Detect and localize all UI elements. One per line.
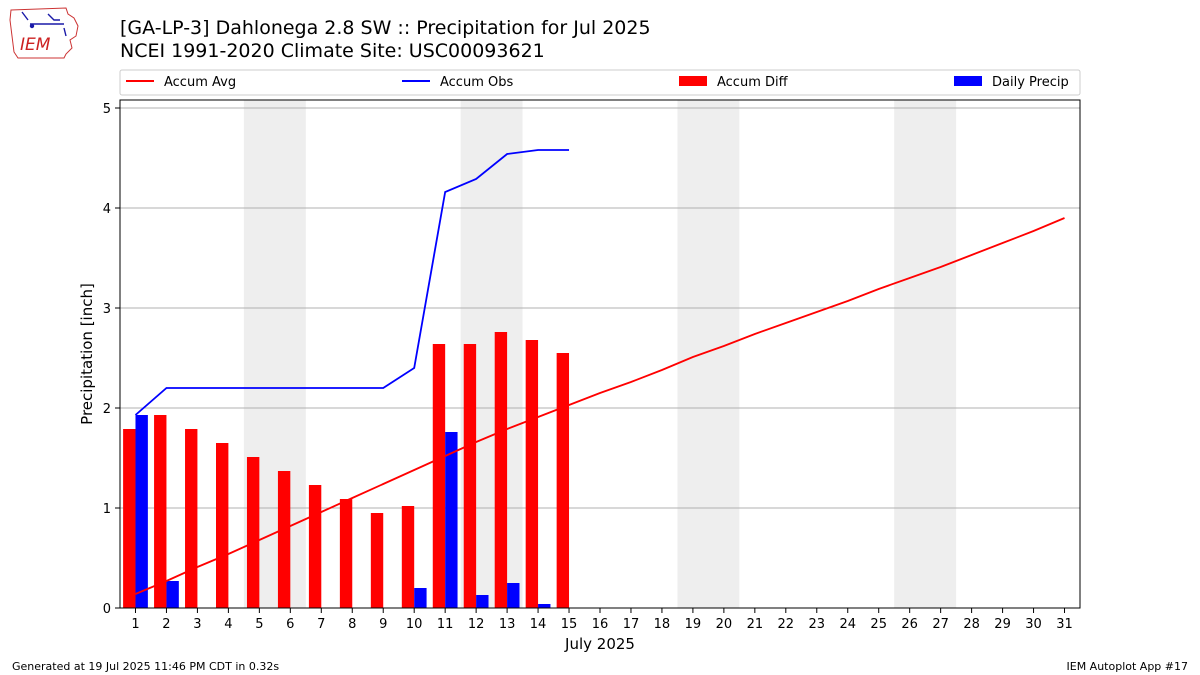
title-line-1: [GA-LP-3] Dahlonega 2.8 SW :: Precipitat… xyxy=(120,17,651,39)
accum-diff-bar xyxy=(308,485,322,608)
x-tick-label: 15 xyxy=(561,617,578,632)
x-tick-label: 13 xyxy=(499,617,516,632)
x-tick-label: 28 xyxy=(963,617,980,632)
x-axis-label: July 2025 xyxy=(564,635,635,653)
y-axis-label: Precipitation [inch] xyxy=(78,283,96,425)
lines xyxy=(134,149,1065,595)
accum-diff-bar xyxy=(401,506,415,608)
accum-obs-line xyxy=(134,149,570,416)
legend-accum-obs: Accum Obs xyxy=(402,75,513,90)
legend-label: Accum Diff xyxy=(717,75,789,90)
station-dot-icon xyxy=(29,23,35,29)
y-tick-label: 2 xyxy=(103,402,111,417)
x-tick-label: 8 xyxy=(348,617,356,632)
daily-precip-bar xyxy=(166,581,179,608)
accum-diff-bar xyxy=(494,332,508,608)
accum-diff-bar xyxy=(339,499,353,608)
daily-precip-bar xyxy=(135,415,148,608)
y-tick-label: 0 xyxy=(103,602,111,617)
daily-precip-bar xyxy=(445,432,458,608)
chart-title: [GA-LP-3] Dahlonega 2.8 SW :: Precipitat… xyxy=(120,17,651,63)
accum-diff-bar xyxy=(277,471,291,608)
legend-label: Daily Precip xyxy=(992,75,1069,90)
x-tick-label: 11 xyxy=(437,617,454,632)
logo-text: IEM xyxy=(20,35,51,55)
daily-precip-bar xyxy=(414,588,427,608)
accum-diff-bar xyxy=(216,443,229,608)
x-axis: 1 2 3 4 5 6 7 8 9 10 11 12 13 14 15 16 17 18 19 20 21 22 23 24 2… xyxy=(131,608,1073,632)
daily-precip-bar xyxy=(538,604,551,608)
accum-diff-bar xyxy=(246,457,260,608)
weekend-shade-band xyxy=(677,100,740,608)
accum-diff-bar xyxy=(185,429,198,608)
accum-diff-bar xyxy=(154,415,167,608)
x-tick-label: 4 xyxy=(224,617,232,632)
x-tick-label: 31 xyxy=(1056,617,1073,632)
x-tick-label: 5 xyxy=(255,617,263,632)
x-tick-label: 19 xyxy=(685,617,702,632)
x-tick-label: 9 xyxy=(379,617,387,632)
x-tick-label: 27 xyxy=(932,617,949,632)
x-tick-label: 3 xyxy=(193,617,201,632)
x-tick-label: 29 xyxy=(994,617,1011,632)
y-tick-label: 3 xyxy=(103,302,111,317)
weekend-shade-band xyxy=(894,100,957,608)
legend-label: Accum Obs xyxy=(440,75,513,90)
x-tick-label: 1 xyxy=(131,617,139,632)
generated-timestamp: Generated at 19 Jul 2025 11:46 PM CDT in… xyxy=(12,660,280,673)
accum-diff-bar xyxy=(556,353,570,608)
x-tick-label: 25 xyxy=(870,617,887,632)
x-tick-label: 23 xyxy=(809,617,826,632)
legend-bar-swatch xyxy=(954,76,982,86)
title-line-2: NCEI 1991-2020 Climate Site: USC00093621 xyxy=(120,40,545,62)
iem-logo: IEM xyxy=(9,7,79,59)
legend-accum-avg: Accum Avg xyxy=(126,75,236,90)
x-tick-label: 14 xyxy=(530,617,547,632)
legend-daily-precip: Daily Precip xyxy=(954,75,1069,90)
daily-precip-bar xyxy=(507,583,520,608)
x-tick-label: 30 xyxy=(1025,617,1042,632)
legend-bar-swatch xyxy=(679,76,707,86)
x-tick-label: 10 xyxy=(406,617,423,632)
x-tick-label: 24 xyxy=(839,617,856,632)
daily-precip-bar xyxy=(476,595,489,608)
accum-diff-bar xyxy=(123,429,136,608)
legend-box xyxy=(119,69,1081,96)
x-tick-label: 20 xyxy=(716,617,733,632)
legend-accum-diff: Accum Diff xyxy=(679,75,789,90)
iowa-outline-icon xyxy=(9,7,79,59)
accum-diff-bar xyxy=(370,513,384,608)
x-tick-label: 22 xyxy=(778,617,795,632)
x-tick-label: 7 xyxy=(317,617,325,632)
weather-vane-icon xyxy=(21,11,67,37)
y-tick-label: 5 xyxy=(103,102,111,117)
accum-diff-bar xyxy=(432,344,446,608)
x-tick-label: 21 xyxy=(747,617,764,632)
legend: Accum Avg Accum Obs Accum Diff Daily Precip xyxy=(119,69,1081,96)
bars xyxy=(123,332,570,608)
x-tick-label: 2 xyxy=(162,617,170,632)
accum-diff-bar xyxy=(463,344,477,608)
app-credit: IEM Autoplot App #17 xyxy=(1066,660,1189,673)
x-tick-label: 16 xyxy=(592,617,609,632)
legend-label: Accum Avg xyxy=(164,75,236,90)
accum-avg-line xyxy=(135,217,1065,595)
x-tick-label: 17 xyxy=(623,617,640,632)
x-tick-label: 6 xyxy=(286,617,294,632)
y-axis: 0 1 2 3 4 5 xyxy=(103,102,120,617)
accum-diff-bar xyxy=(525,340,539,608)
x-tick-label: 18 xyxy=(654,617,671,632)
y-tick-label: 1 xyxy=(103,502,111,517)
x-tick-label: 12 xyxy=(468,617,485,632)
y-tick-label: 4 xyxy=(103,202,111,217)
x-tick-label: 26 xyxy=(901,617,918,632)
